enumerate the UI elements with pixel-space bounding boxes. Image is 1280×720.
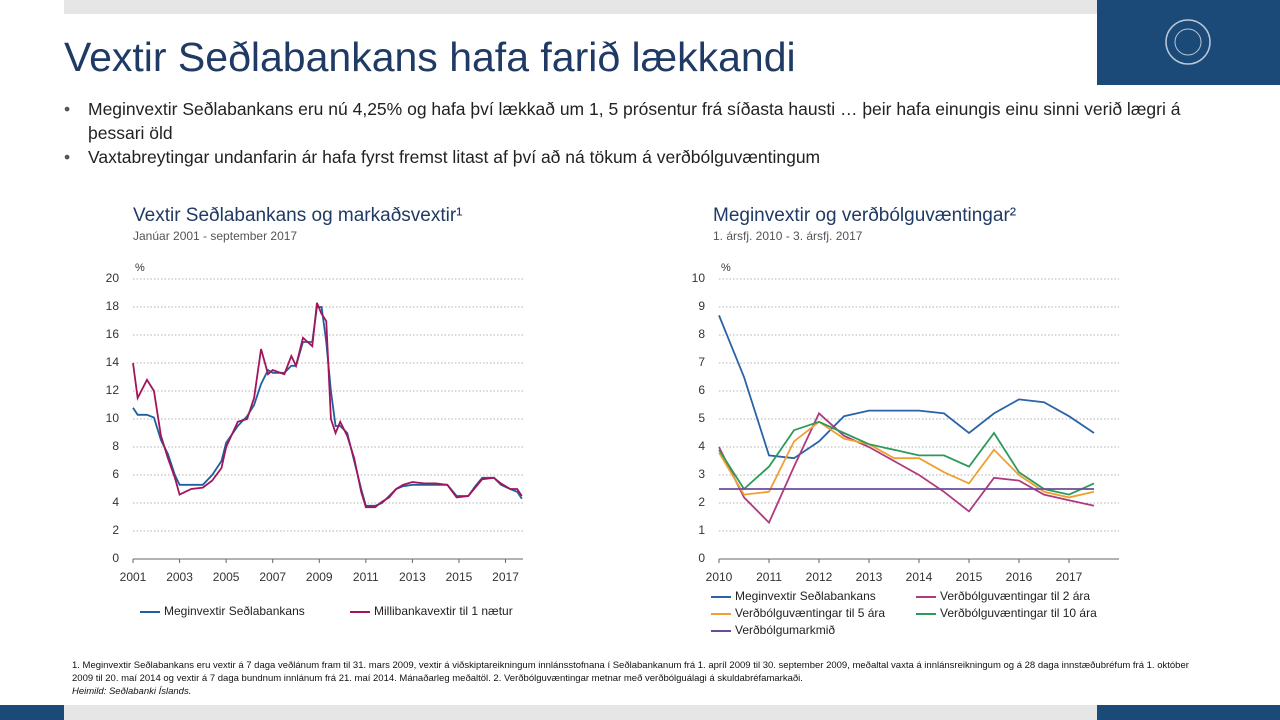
y-tick-label: 0 [698, 551, 705, 565]
x-tick-label: 2017 [1056, 570, 1083, 584]
x-tick-label: 2011 [353, 570, 379, 584]
legend-label: Meginvextir Seðlabankans [164, 604, 305, 618]
legend-label: Verðbólguvæntingar til 2 ára [940, 589, 1090, 603]
logo-seal-inner [1174, 28, 1202, 56]
footer-mark [1097, 705, 1280, 720]
bullet: Vaxtabreytingar undanfarin ár hafa fyrst… [64, 145, 1224, 169]
y-tick-label: 14 [106, 355, 120, 369]
series-line [718, 411, 1095, 525]
x-tick-label: 2010 [706, 570, 733, 584]
logo-seal [1165, 19, 1211, 65]
y-tick-label: 0 [112, 551, 119, 565]
x-tick-label: 2003 [166, 570, 193, 584]
y-tick-label: 4 [112, 495, 119, 509]
x-tick-label: 2011 [756, 570, 782, 584]
footnotes: 1. Meginvextir Seðlabankans eru vextir á… [72, 659, 1202, 698]
chart-subtitle: Janúar 2001 - september 2017 [133, 229, 297, 243]
bullet: Meginvextir Seðlabankans eru nú 4,25% og… [64, 97, 1224, 145]
footnote: 1. Meginvextir Seðlabankans eru vextir á… [72, 660, 1189, 684]
x-tick-label: 2015 [956, 570, 983, 584]
y-tick-label: 5 [698, 411, 705, 425]
x-tick-label: 2013 [399, 570, 426, 584]
legend-label: Verðbólguvæntingar til 5 ára [735, 606, 885, 620]
slide-title: Vextir Seðlabankans hafa farið lækkandi [64, 34, 796, 80]
y-tick-label: 6 [112, 467, 119, 481]
x-tick-label: 2013 [856, 570, 883, 584]
series-line [718, 420, 1095, 499]
x-tick-label: 2009 [306, 570, 333, 584]
x-tick-label: 2016 [1006, 570, 1033, 584]
y-tick-label: 18 [106, 299, 120, 313]
y-tick-label: 7 [698, 355, 705, 369]
header-bar [64, 0, 1097, 14]
chart-title: Vextir Seðlabankans og markaðsvextir¹ [133, 205, 463, 226]
footer-mark [0, 705, 64, 720]
x-tick-label: 2014 [906, 570, 933, 584]
logo-box [1097, 0, 1280, 85]
x-tick-label: 2017 [492, 570, 519, 584]
series-line [718, 315, 1095, 460]
legend-label: Verðbólguvæntingar til 10 ára [940, 606, 1097, 620]
y-tick-label: 16 [106, 327, 120, 341]
y-tick-label: 10 [692, 271, 706, 285]
y-tick-label: 1 [698, 523, 705, 537]
x-tick-label: 2005 [213, 570, 240, 584]
legend-label: Verðbólgumarkmið [735, 623, 835, 637]
legend-label: Meginvextir Seðlabankans [735, 589, 876, 603]
y-unit: % [135, 262, 145, 274]
x-tick-label: 2007 [259, 570, 286, 584]
y-tick-label: 4 [698, 439, 705, 453]
x-tick-label: 2012 [806, 570, 833, 584]
y-tick-label: 8 [698, 327, 705, 341]
bullet-list: Meginvextir Seðlabankans eru nú 4,25% og… [64, 97, 1224, 169]
y-tick-label: 9 [698, 299, 705, 313]
y-tick-label: 2 [698, 495, 705, 509]
y-tick-label: 6 [698, 383, 705, 397]
chart-title: Meginvextir og verðbólguvæntingar² [713, 205, 1016, 226]
source: Heimild: Seðlabanki Íslands. [72, 686, 192, 697]
series-line [132, 302, 523, 509]
y-tick-label: 3 [698, 467, 705, 481]
y-tick-label: 12 [106, 383, 120, 397]
y-tick-label: 8 [112, 439, 119, 453]
x-tick-label: 2015 [446, 570, 473, 584]
legend-label: Millibankavextir til 1 nætur [374, 604, 513, 618]
x-tick-label: 2001 [120, 570, 147, 584]
y-tick-label: 10 [106, 411, 120, 425]
chart-subtitle: 1. ársfj. 2010 - 3. ársfj. 2017 [713, 229, 863, 243]
y-tick-label: 20 [106, 271, 120, 285]
footer-bar [64, 705, 1097, 720]
y-unit: % [721, 262, 731, 274]
series-line [718, 420, 1095, 496]
y-tick-label: 2 [112, 523, 119, 537]
